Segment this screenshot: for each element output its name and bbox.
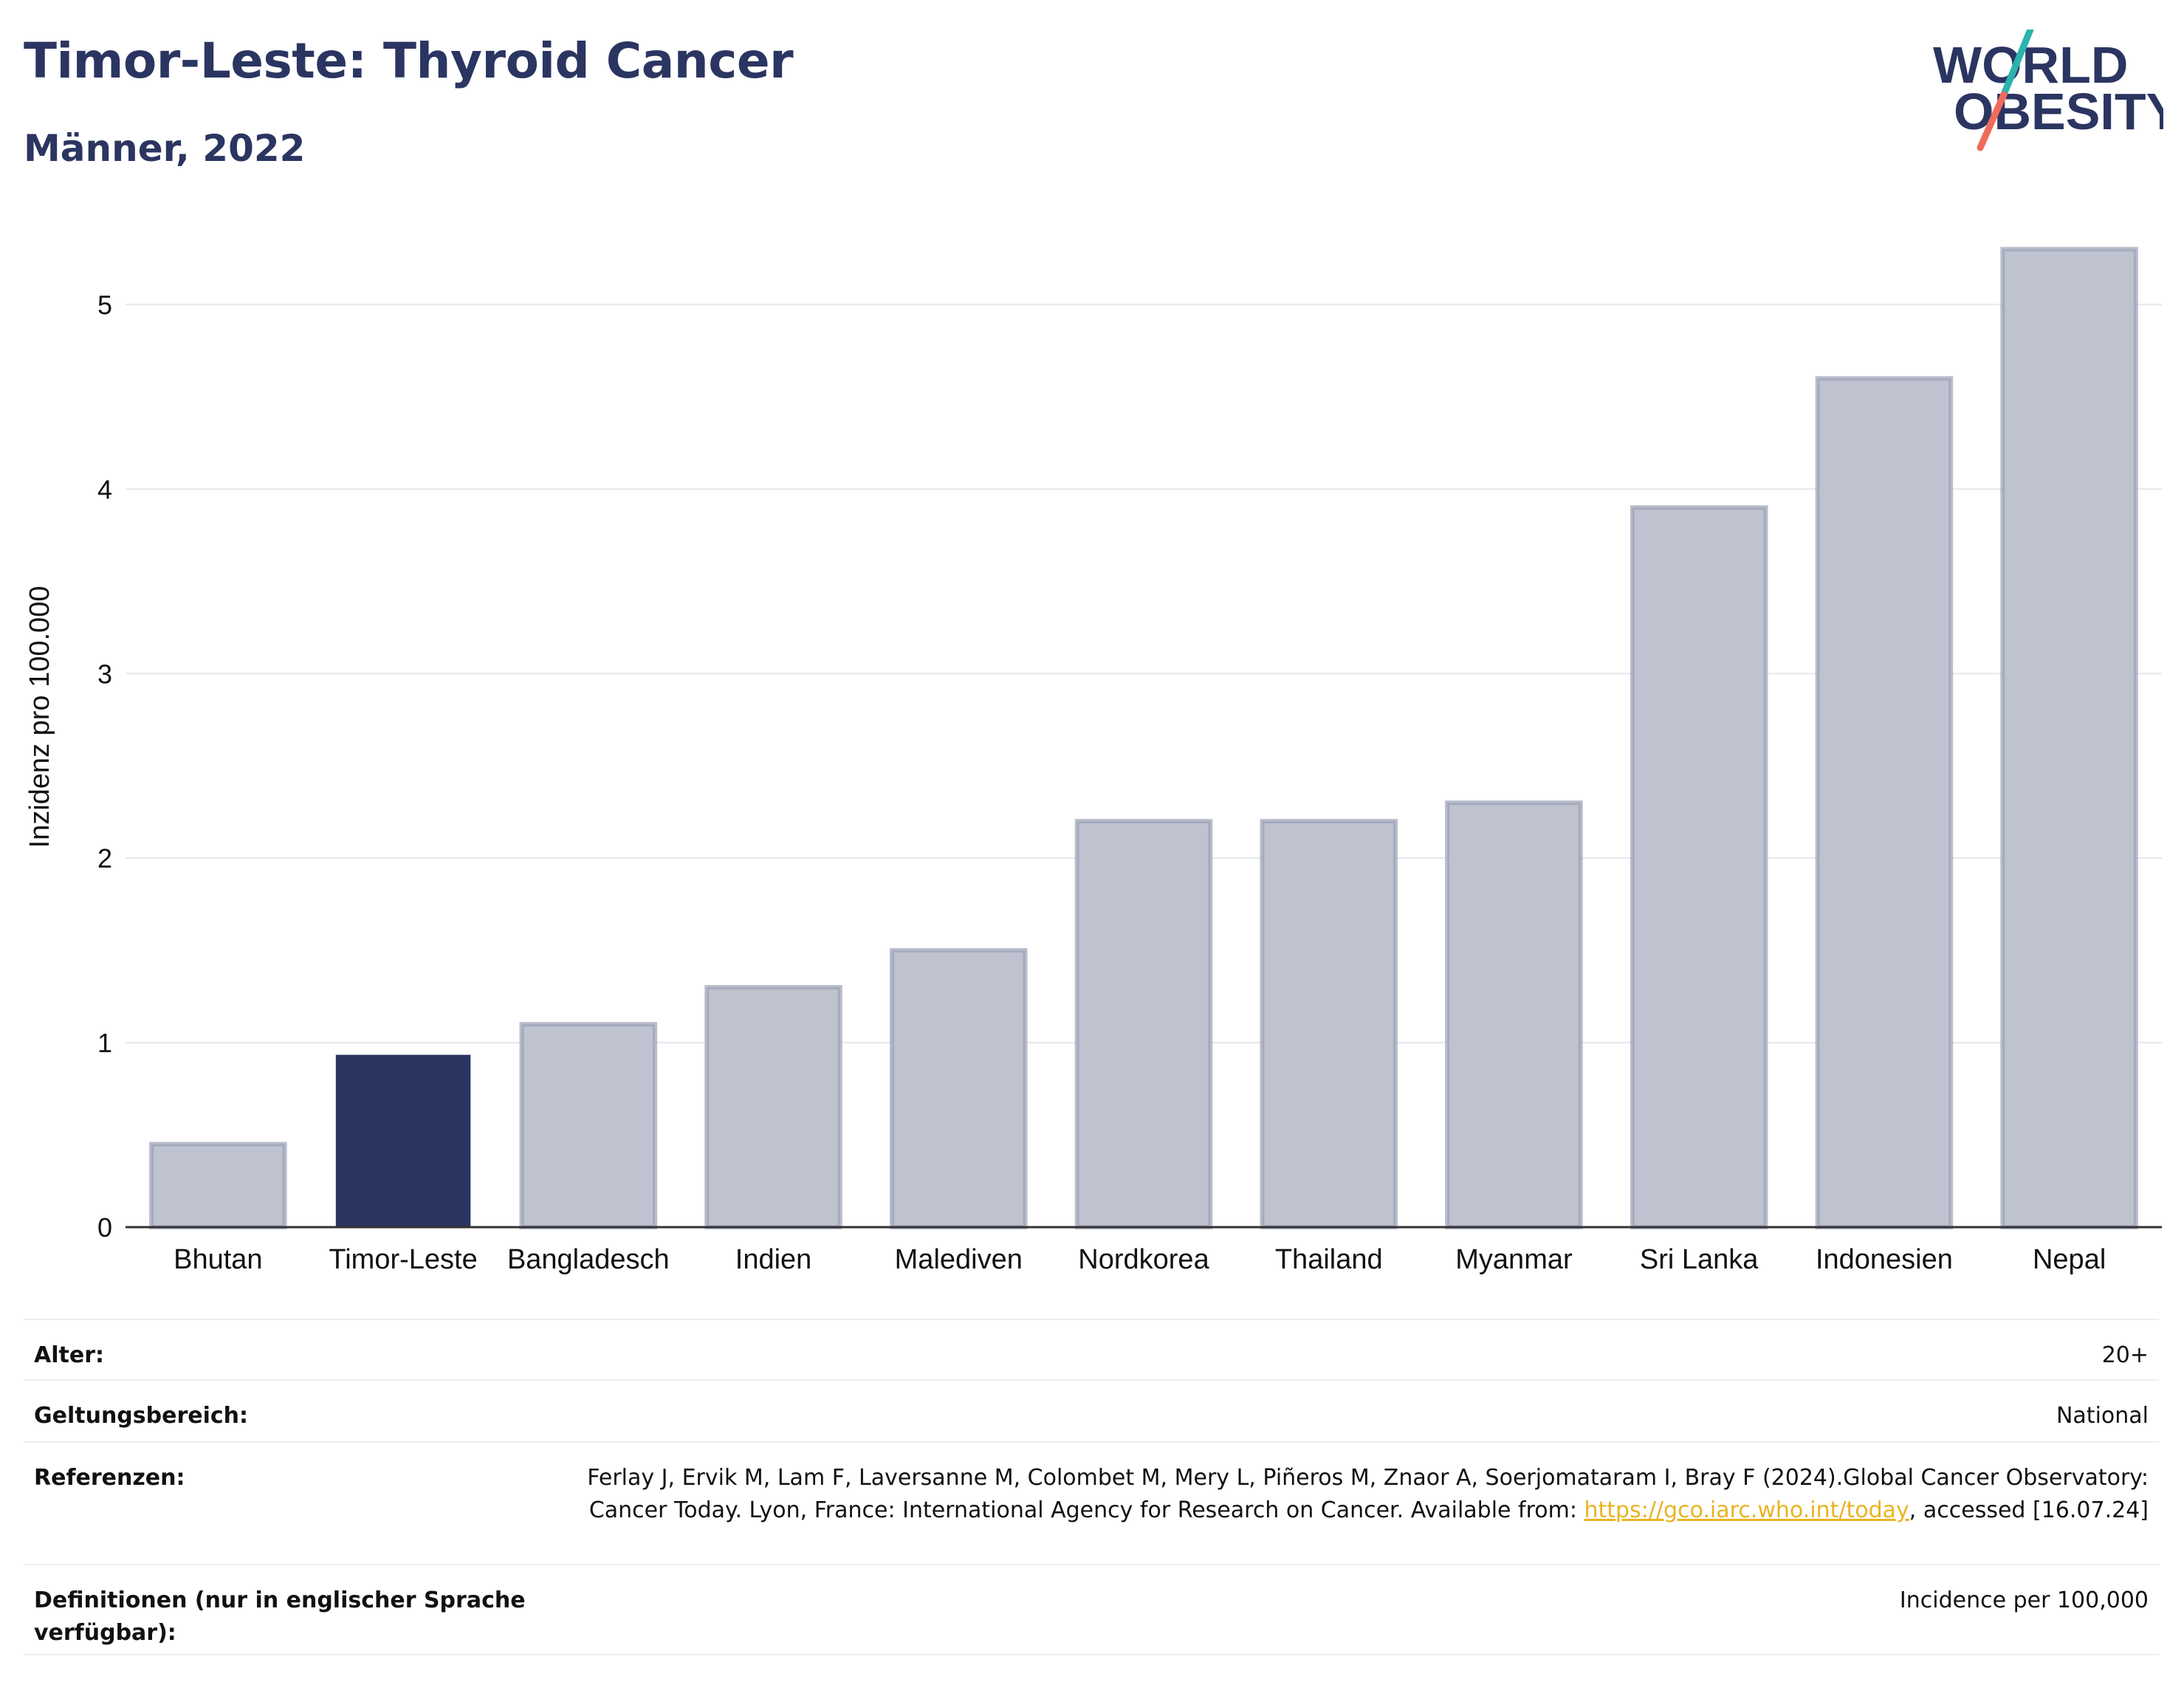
y-axis-label: Inzidenz pro 100.000 (24, 586, 55, 848)
bar-indonesien (1815, 376, 1954, 1229)
bar-sri-lanka (1630, 505, 1768, 1229)
x-tick-label: Sri Lanka (1640, 1244, 1759, 1275)
meta-key-age: Alter: (34, 1342, 104, 1368)
bar-bhutan (149, 1141, 287, 1229)
bar-chart: 0 1 2 3 4 5 Bhutan Timor-Leste Bangladesch Indie… (24, 247, 2162, 1275)
logo-text-world: WORLD (1933, 36, 2128, 94)
metadata-table: Alter: 20+ Geltungsbereich: National Ref… (24, 1319, 2159, 1655)
bar-myanmar (1445, 800, 1583, 1230)
bar-thailand (1260, 819, 1398, 1229)
logo-slash-teal (2000, 30, 2034, 98)
y-tick-label: 0 (97, 1212, 112, 1243)
x-tick-label: Malediven (895, 1244, 1023, 1275)
bar-timor-leste (335, 1054, 471, 1228)
bar-nordkorea (1074, 819, 1213, 1229)
meta-row-references: Referenzen: Ferlay J, Ervik M, Lam F, La… (24, 1441, 2159, 1564)
meta-value-definitions: Incidence per 100,000 (1899, 1587, 2149, 1613)
y-tick-label: 2 (97, 843, 112, 873)
meta-row-age: Alter: 20+ (24, 1319, 2159, 1379)
x-tick-label: Bangladesch (507, 1244, 670, 1275)
bar-series (149, 247, 2138, 1230)
x-tick-label: Bhutan (174, 1244, 262, 1275)
x-tick-label: Nordkorea (1078, 1244, 1209, 1275)
bar-nepal (2000, 247, 2138, 1230)
y-tick-labels: 0 1 2 3 4 5 (97, 289, 112, 1243)
x-tick-label: Thailand (1275, 1244, 1383, 1275)
chart-subtitle: Männer, 2022 (24, 127, 306, 170)
y-tick-label: 3 (97, 659, 112, 689)
y-tick-label: 5 (97, 289, 112, 320)
meta-row-scope: Geltungsbereich: National (24, 1379, 2159, 1441)
meta-value-scope: National (2056, 1403, 2149, 1429)
bar-malediven (890, 948, 1028, 1229)
reference-text: Ferlay J, Ervik M, Lam F, Laversanne M, … (587, 1465, 2149, 1523)
meta-key-references: Referenzen: (34, 1465, 185, 1491)
logo-slash-coral (1977, 91, 2008, 151)
x-tick-label: Nepal (2033, 1244, 2106, 1275)
reference-link[interactable]: https://gco.iarc.who.int/today (1584, 1497, 1909, 1523)
meta-value-age: 20+ (2101, 1342, 2149, 1368)
reference-accessed: , accessed [16.07.24] (1909, 1497, 2149, 1523)
meta-value-references: Ferlay J, Ervik M, Lam F, Laversanne M, … (569, 1462, 2149, 1564)
x-tick-labels: Bhutan Timor-Leste Bangladesch Indien Maledi… (174, 1244, 2106, 1275)
world-obesity-logo: WORLD OBESITY (1933, 30, 2163, 151)
y-tick-label: 1 (97, 1028, 112, 1058)
y-tick-label: 4 (97, 474, 112, 504)
x-tick-label: Indien (735, 1244, 812, 1275)
x-tick-label: Timor-Leste (329, 1244, 477, 1275)
meta-key-definitions: Definitionen (nur in englischer Sprache … (34, 1587, 526, 1646)
chart-title: Timor-Leste: Thyroid Cancer (24, 32, 794, 89)
meta-row-definitions: Definitionen (nur in englischer Sprache … (24, 1564, 2159, 1655)
meta-key-scope: Geltungsbereich: (34, 1403, 249, 1429)
x-tick-label: Indonesien (1816, 1244, 1953, 1275)
bar-indien (704, 985, 842, 1229)
bar-bangladesch (519, 1022, 658, 1230)
x-tick-label: Myanmar (1455, 1244, 1573, 1275)
